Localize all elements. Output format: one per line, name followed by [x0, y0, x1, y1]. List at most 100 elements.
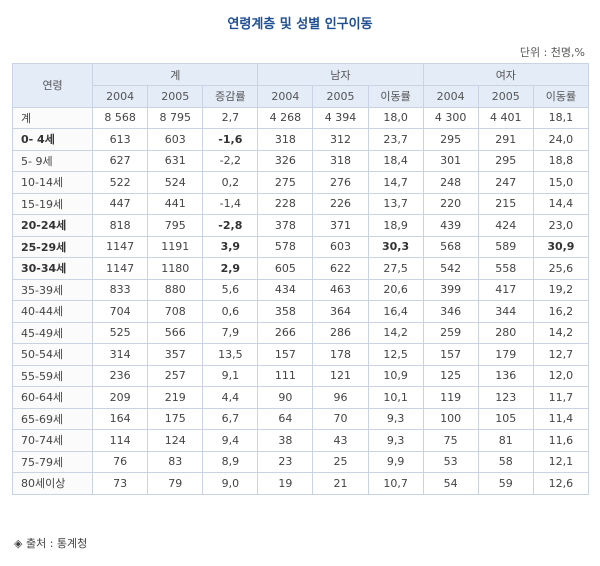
- value-cell: 399: [422, 278, 479, 301]
- value-cell: 248: [422, 171, 479, 194]
- value-cell: 318: [257, 128, 314, 151]
- page-title: 연령계층 및 성별 인구이동: [227, 17, 373, 32]
- value-cell: 4 268: [257, 106, 314, 129]
- table-row: 35-39세 833 880 5,6 434 463 20,6 399 417 19,2: [11, 278, 590, 301]
- value-cell: 228: [257, 192, 314, 215]
- subheader-cell: 2005: [477, 85, 534, 108]
- value-cell: 12,5: [367, 343, 424, 366]
- value-cell: 96: [312, 386, 369, 409]
- table-row: 50-54세 314 357 13,5 157 178 12,5 157 179 12,7: [11, 343, 590, 366]
- value-cell: 257: [147, 364, 204, 387]
- value-cell: 589: [477, 235, 534, 258]
- age-group-cell: 40-44세: [11, 300, 94, 323]
- value-cell: 1180: [147, 257, 204, 280]
- value-cell: 2,9: [202, 257, 259, 280]
- value-cell: -2,8: [202, 214, 259, 237]
- value-cell: 295: [477, 149, 534, 172]
- subheader-cell: 2004: [92, 85, 149, 108]
- value-cell: 12,1: [532, 450, 590, 473]
- value-cell: 578: [257, 235, 314, 258]
- value-cell: 880: [147, 278, 204, 301]
- age-group-cell: 15-19세: [11, 192, 94, 215]
- value-cell: 18,4: [367, 149, 424, 172]
- value-cell: 0,2: [202, 171, 259, 194]
- value-cell: 4,4: [202, 386, 259, 409]
- value-cell: 25: [312, 450, 369, 473]
- age-group-cell: 35-39세: [11, 278, 94, 301]
- value-cell: 818: [92, 214, 149, 237]
- value-cell: 105: [477, 407, 534, 430]
- value-cell: 447: [92, 192, 149, 215]
- value-cell: 157: [422, 343, 479, 366]
- value-cell: 524: [147, 171, 204, 194]
- value-cell: 568: [422, 235, 479, 258]
- value-cell: 219: [147, 386, 204, 409]
- value-cell: 439: [422, 214, 479, 237]
- value-cell: 54: [422, 472, 479, 495]
- value-cell: 15,0: [532, 171, 590, 194]
- value-cell: 312: [312, 128, 369, 151]
- table-row: 45-49세 525 566 7,9 266 286 14,2 259 280 14,2: [11, 321, 590, 344]
- value-cell: 9,9: [367, 450, 424, 473]
- value-cell: 90: [257, 386, 314, 409]
- value-cell: 1147: [92, 235, 149, 258]
- value-cell: 157: [257, 343, 314, 366]
- value-cell: 434: [257, 278, 314, 301]
- value-cell: 125: [422, 364, 479, 387]
- unit-label: 단위 : 천명,%: [519, 46, 585, 59]
- value-cell: 43: [312, 429, 369, 452]
- value-cell: 53: [422, 450, 479, 473]
- value-cell: 13,7: [367, 192, 424, 215]
- value-cell: 11,7: [532, 386, 590, 409]
- subheader-cell: 2004: [422, 85, 479, 108]
- value-cell: 16,2: [532, 300, 590, 323]
- value-cell: 441: [147, 192, 204, 215]
- age-group-cell: 20-24세: [11, 214, 94, 237]
- subheader-cell: 이동률: [367, 85, 424, 108]
- value-cell: 10,1: [367, 386, 424, 409]
- value-cell: 14,2: [532, 321, 590, 344]
- value-cell: 295: [422, 128, 479, 151]
- value-cell: 64: [257, 407, 314, 430]
- value-cell: 59: [477, 472, 534, 495]
- value-cell: 220: [422, 192, 479, 215]
- value-cell: 83: [147, 450, 204, 473]
- age-group-cell: 30-34세: [11, 257, 94, 280]
- value-cell: 8,9: [202, 450, 259, 473]
- value-cell: 215: [477, 192, 534, 215]
- value-cell: 2,7: [202, 106, 259, 129]
- value-cell: 12,6: [532, 472, 590, 495]
- age-group-cell: 5- 9세: [11, 149, 94, 172]
- value-cell: 314: [92, 343, 149, 366]
- value-cell: 542: [422, 257, 479, 280]
- header-group-total: 계: [92, 63, 259, 86]
- value-cell: 364: [312, 300, 369, 323]
- value-cell: 30,3: [367, 235, 424, 258]
- value-cell: 371: [312, 214, 369, 237]
- table-row: 25-29세 1147 1191 3,9 578 603 30,3 568 589 30,9: [11, 235, 590, 258]
- value-cell: 0,6: [202, 300, 259, 323]
- value-cell: 9,4: [202, 429, 259, 452]
- value-cell: 179: [477, 343, 534, 366]
- table-row: 75-79세 76 83 8,9 23 25 9,9 53 58 12,1: [11, 450, 590, 473]
- value-cell: 301: [422, 149, 479, 172]
- value-cell: 266: [257, 321, 314, 344]
- value-cell: 280: [477, 321, 534, 344]
- value-cell: 603: [312, 235, 369, 258]
- value-cell: 344: [477, 300, 534, 323]
- value-cell: 30,9: [532, 235, 590, 258]
- age-group-cell: 65-69세: [11, 407, 94, 430]
- value-cell: 8 568: [92, 106, 149, 129]
- source-note: ◈ 출처 : 통계청: [14, 537, 88, 550]
- value-cell: 24,0: [532, 128, 590, 151]
- value-cell: 81: [477, 429, 534, 452]
- value-cell: 226: [312, 192, 369, 215]
- value-cell: 326: [257, 149, 314, 172]
- table-row: 55-59세 236 257 9,1 111 121 10,9 125 136 12,0: [11, 364, 590, 387]
- value-cell: 525: [92, 321, 149, 344]
- value-cell: 73: [92, 472, 149, 495]
- value-cell: 704: [92, 300, 149, 323]
- value-cell: 6,7: [202, 407, 259, 430]
- value-cell: 123: [477, 386, 534, 409]
- value-cell: 136: [477, 364, 534, 387]
